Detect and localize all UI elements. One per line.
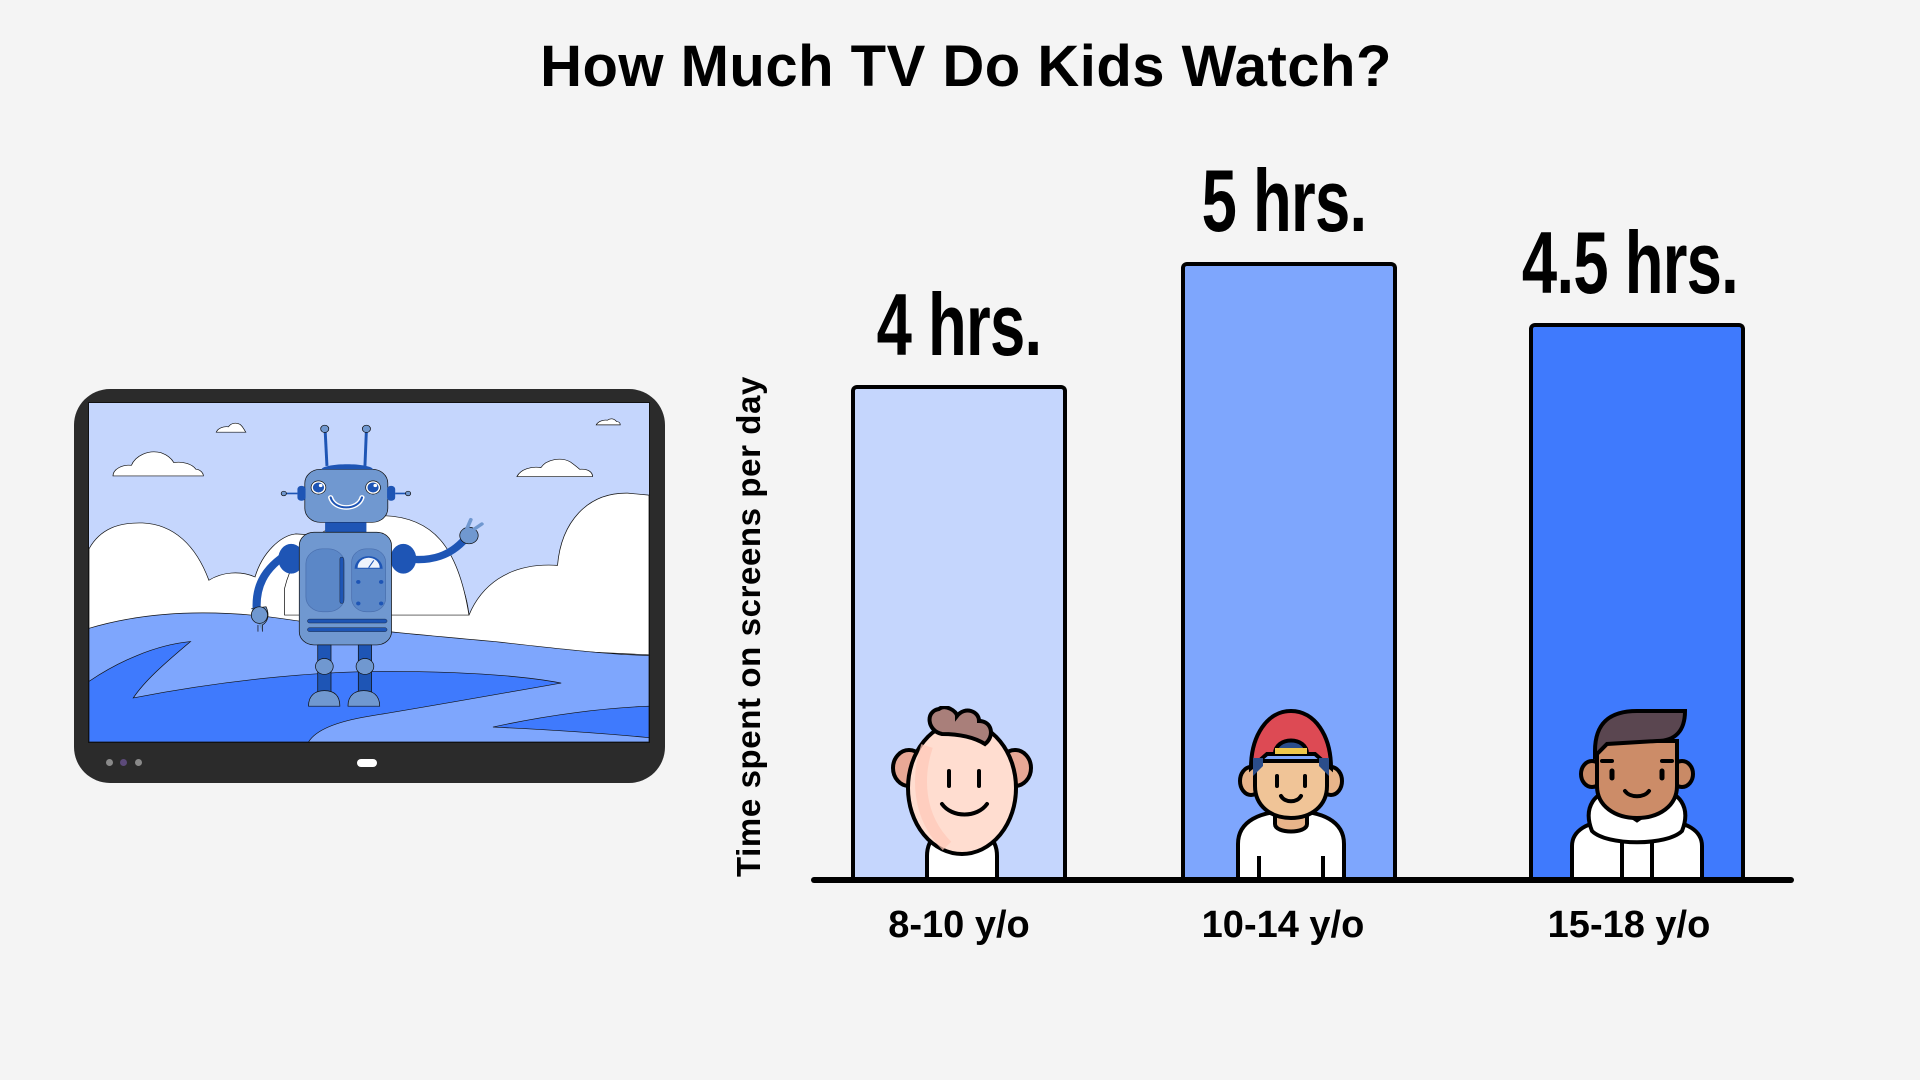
bar-value-label: 4 hrs. xyxy=(876,275,1042,374)
status-dot xyxy=(135,759,142,766)
robot-scene-icon xyxy=(89,418,649,742)
tablet-screen xyxy=(88,402,650,743)
status-dot xyxy=(120,759,127,766)
bar-value-label: 4.5 hrs. xyxy=(1521,213,1739,312)
bar-8-10 xyxy=(851,385,1067,881)
status-dot xyxy=(106,759,113,766)
tablet-illustration xyxy=(74,389,665,783)
home-button-icon xyxy=(357,759,377,767)
x-axis-label: 8-10 y/o xyxy=(888,904,1030,946)
x-axis-label: 15-18 y/o xyxy=(1547,904,1711,946)
kid-with-cap-avatar-icon xyxy=(1236,708,1346,881)
x-axis-line xyxy=(811,877,1794,883)
chart-title: How Much TV Do Kids Watch? xyxy=(540,34,1392,99)
y-axis-label: Time spent on screens per day xyxy=(730,376,767,877)
bar-10-14 xyxy=(1181,262,1397,881)
young-child-avatar-icon xyxy=(891,706,1033,881)
x-axis-label: 10-14 y/o xyxy=(1201,904,1365,946)
bar-value-label: 5 hrs. xyxy=(1201,151,1367,250)
teen-in-hoodie-avatar-icon xyxy=(1570,709,1704,881)
bar-15-18 xyxy=(1529,323,1745,881)
